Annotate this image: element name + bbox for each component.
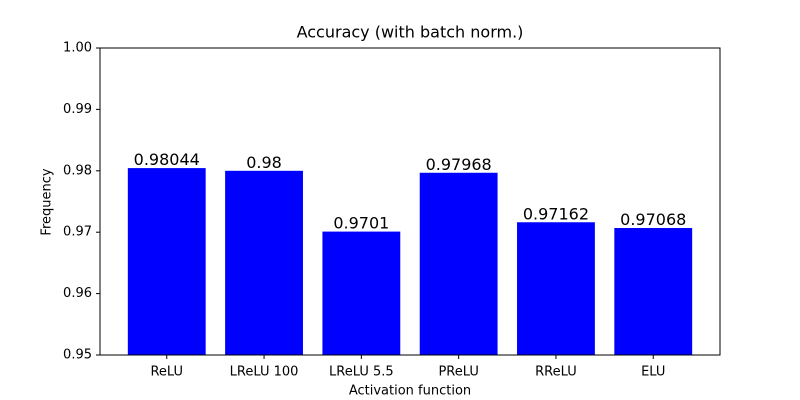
bar xyxy=(517,222,595,355)
bar xyxy=(419,172,498,355)
value-label: 0.98 xyxy=(246,153,282,172)
y-tick-label: 1.00 xyxy=(63,41,92,56)
x-tick-label: RReLU xyxy=(535,365,577,380)
bar xyxy=(614,228,693,355)
y-tick-label: 0.99 xyxy=(63,102,92,117)
x-tick-label: LReLU 5.5 xyxy=(329,365,394,380)
bar xyxy=(225,170,303,355)
value-label: 0.98044 xyxy=(134,150,200,169)
plot-frame xyxy=(99,47,721,356)
y-axis-label: Frequency xyxy=(40,168,55,235)
bar xyxy=(322,231,401,355)
x-tick-label: ReLU xyxy=(150,365,183,380)
value-label: 0.97162 xyxy=(523,204,589,223)
y-tick-label: 0.98 xyxy=(63,163,92,178)
x-axis-label: Activation function xyxy=(349,384,471,399)
x-tick-label: PReLU xyxy=(438,365,478,380)
y-tick-label: 0.97 xyxy=(63,225,92,240)
value-label: 0.9701 xyxy=(333,214,389,233)
y-tick-label: 0.95 xyxy=(63,348,92,363)
x-tick-label: ELU xyxy=(641,365,665,380)
chart-title: Accuracy (with batch norm.) xyxy=(297,23,524,42)
bar xyxy=(127,168,206,355)
y-tick-label: 0.96 xyxy=(63,286,92,301)
x-tick-label: LReLU 100 xyxy=(230,365,299,380)
value-label: 0.97968 xyxy=(426,155,492,174)
value-label: 0.97068 xyxy=(620,210,686,229)
